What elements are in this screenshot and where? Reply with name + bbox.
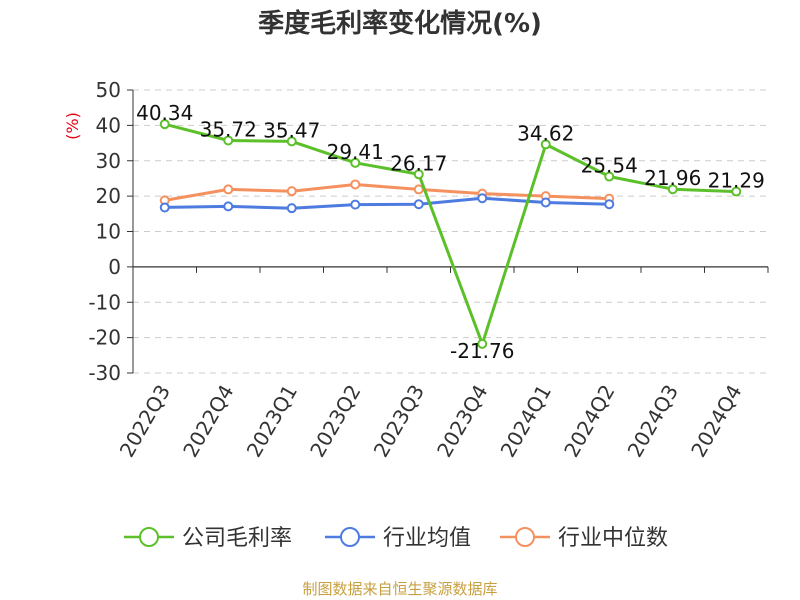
data-point[interactable]	[350, 199, 361, 210]
data-label: 40.34	[136, 101, 193, 125]
y-axis-unit-label: (%)	[63, 112, 82, 140]
data-point[interactable]	[477, 338, 488, 349]
data-point[interactable]	[413, 169, 424, 180]
x-tick-label: 2024Q1	[496, 381, 556, 462]
data-label: 35.72	[200, 118, 257, 142]
data-point[interactable]	[223, 135, 234, 146]
x-tick-label: 2022Q3	[115, 381, 175, 462]
x-tick-label: 2024Q4	[686, 381, 746, 462]
legend-swatch-marker	[340, 527, 360, 547]
data-label: 29.41	[327, 140, 384, 164]
legend: 公司毛利率 行业均值 行业中位数	[124, 526, 668, 551]
legend-label: 行业中位数	[558, 526, 668, 551]
data-point[interactable]	[604, 171, 615, 182]
data-label: 26.17	[390, 151, 447, 175]
legend-item[interactable]: 行业均值	[325, 526, 471, 551]
data-point[interactable]	[413, 199, 424, 210]
legend-item[interactable]: 行业中位数	[500, 526, 668, 551]
series-lines	[159, 119, 742, 349]
source-note: 制图数据来自恒生聚源数据库	[302, 580, 497, 598]
grid-lines	[133, 89, 768, 374]
data-point[interactable]	[667, 184, 678, 195]
data-label: 35.47	[263, 118, 320, 142]
data-point[interactable]	[286, 186, 297, 197]
data-point[interactable]	[350, 179, 361, 190]
x-tick-label: 2023Q3	[369, 381, 429, 462]
y-tick-label: 50	[96, 78, 121, 102]
data-point[interactable]	[159, 119, 170, 130]
data-point[interactable]	[477, 193, 488, 204]
data-point[interactable]	[159, 202, 170, 213]
legend-swatch-marker	[515, 527, 535, 547]
y-tick-label: -20	[88, 326, 121, 350]
y-tick-label: 20	[96, 184, 121, 208]
data-point[interactable]	[286, 136, 297, 147]
y-tick-label: 0	[108, 255, 121, 279]
series-line	[164, 122, 737, 346]
data-label: 21.96	[644, 166, 701, 190]
data-point[interactable]	[604, 199, 615, 210]
data-point[interactable]	[286, 203, 297, 214]
data-label: 25.54	[581, 154, 638, 178]
y-tick-label: -10	[88, 290, 121, 314]
x-tick-label: 2024Q3	[623, 381, 683, 462]
legend-swatch-marker	[139, 527, 159, 547]
legend-label: 公司毛利率	[182, 526, 292, 551]
legend-item[interactable]: 公司毛利率	[124, 526, 292, 551]
data-label: 34.62	[517, 121, 574, 145]
data-point[interactable]	[223, 201, 234, 212]
x-tick-label: 2023Q4	[432, 381, 492, 462]
x-tick-label: 2024Q2	[559, 381, 619, 462]
chart-title: 季度毛利率变化情况(%)	[258, 8, 542, 39]
data-point[interactable]	[540, 197, 551, 208]
series-line	[164, 183, 610, 202]
x-tick-label: 2022Q4	[178, 381, 238, 462]
data-label: -21.76	[450, 339, 514, 363]
data-point[interactable]	[731, 186, 742, 197]
series-line	[164, 196, 610, 210]
y-tick-label: -30	[88, 361, 121, 385]
x-tick-label: 2023Q1	[242, 381, 302, 462]
data-labels: 40.34 35.72 35.47 29.41 26.17 -21.76 34.62 25.5…	[136, 101, 765, 363]
data-point[interactable]	[223, 184, 234, 195]
x-tick-label: 2023Q2	[305, 381, 365, 462]
data-point[interactable]	[413, 184, 424, 195]
y-tick-label: 40	[96, 113, 121, 137]
data-point[interactable]	[540, 139, 551, 150]
legend-label: 行业均值	[383, 526, 471, 551]
y-tick-label: 30	[96, 149, 121, 173]
data-point[interactable]	[350, 157, 361, 168]
data-label: 21.29	[708, 169, 765, 193]
y-tick-label: 10	[96, 220, 121, 244]
